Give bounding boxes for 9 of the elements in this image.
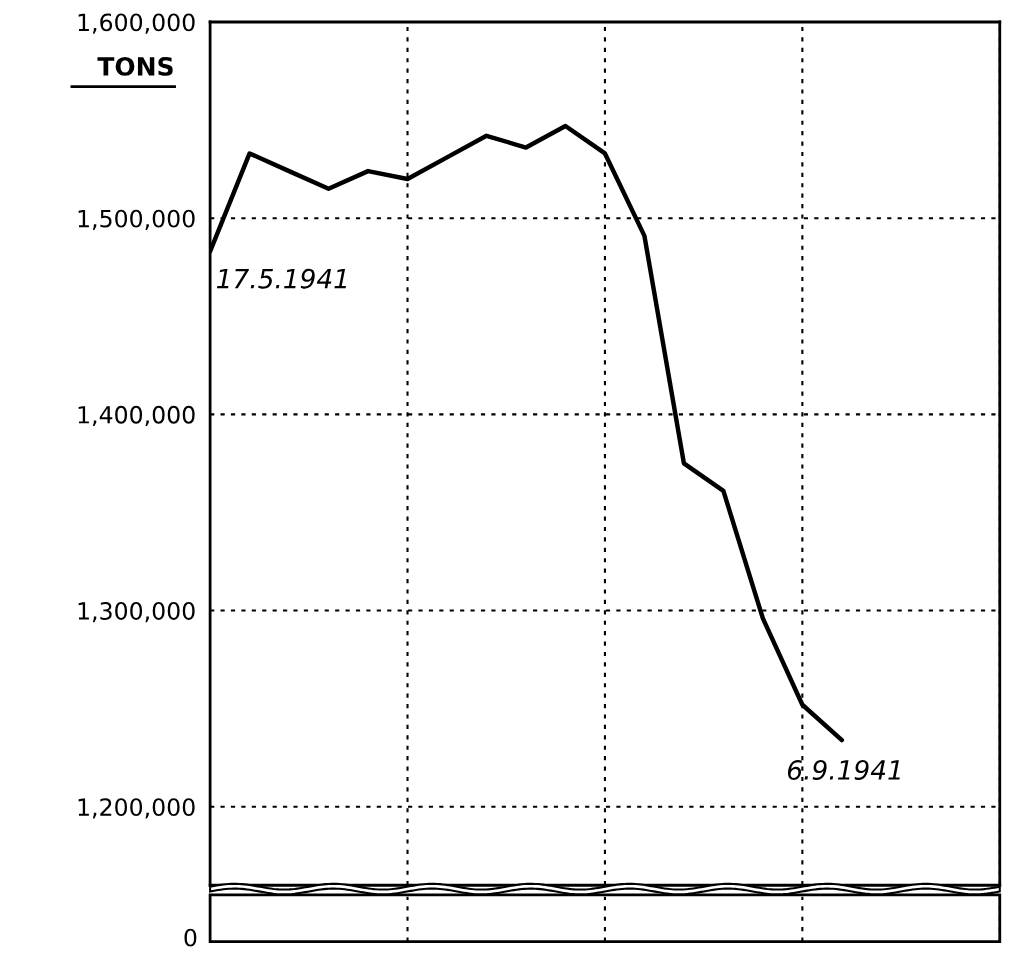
annotation: 17.5.1941 [216,268,346,289]
y-axis-title: TONS [97,56,173,76]
y-tick-label: 1,300,000 [78,602,195,623]
y-tick-label: 1,500,000 [78,209,195,230]
y-tick-label: 1,400,000 [78,405,195,427]
y-tick-label: 1,200,000 [78,798,195,819]
y-tick-label: 1,600,000 [78,13,195,34]
text: 0 [184,928,197,947]
annotation: 6.9.1941 [787,759,900,780]
